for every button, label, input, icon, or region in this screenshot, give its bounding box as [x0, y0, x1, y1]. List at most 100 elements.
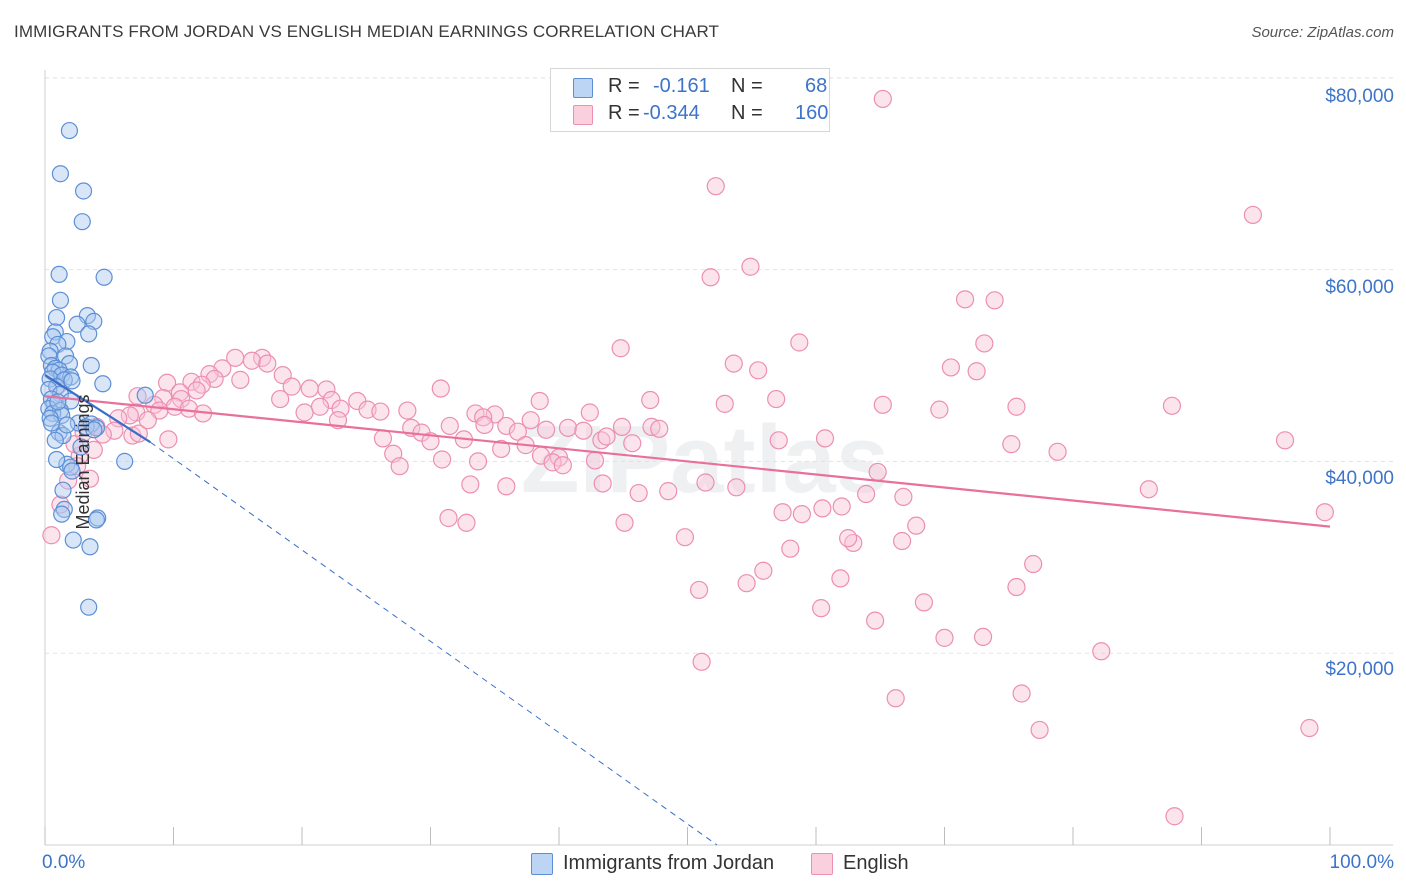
- jordan-point: [80, 325, 98, 343]
- jordan-trend-line: [44, 374, 151, 444]
- english-point: [767, 389, 786, 409]
- english-point: [310, 397, 330, 416]
- english-point: [973, 627, 993, 647]
- n-label: N =: [731, 75, 763, 97]
- english-point: [42, 526, 61, 545]
- english-point: [530, 391, 549, 411]
- english-point: [105, 421, 124, 440]
- english-point: [1162, 396, 1182, 415]
- english-point: [1007, 577, 1026, 597]
- english-point: [1139, 480, 1158, 499]
- r-value: -0.344: [643, 102, 700, 124]
- english-point: [914, 593, 934, 612]
- english-point: [623, 434, 642, 453]
- jordan-point: [68, 315, 86, 333]
- r-value: -0.161: [653, 75, 710, 97]
- english-point: [612, 417, 632, 436]
- english-point: [650, 419, 669, 438]
- jordan-point: [60, 121, 79, 140]
- jordan-point: [85, 421, 103, 439]
- english-point: [457, 513, 476, 532]
- english-point: [497, 477, 516, 496]
- english-point: [492, 439, 511, 459]
- english-point: [907, 516, 926, 535]
- english-point: [558, 418, 578, 437]
- english-swatch: [573, 105, 593, 125]
- english-point: [440, 416, 459, 436]
- english-point: [1092, 642, 1111, 661]
- english-point: [475, 415, 494, 435]
- english-point: [585, 451, 605, 470]
- english-point: [749, 361, 768, 380]
- english-point: [892, 531, 912, 551]
- english-point: [182, 372, 201, 391]
- english-point: [398, 401, 417, 420]
- jordan-point: [95, 268, 113, 286]
- english-point: [715, 394, 734, 413]
- english-point: [282, 377, 301, 396]
- english-point: [935, 628, 954, 647]
- jordan-trend-extension: [150, 441, 718, 846]
- n-value: 68: [805, 75, 828, 97]
- trend-lines: [44, 374, 1331, 846]
- jordan-point: [80, 598, 98, 616]
- english-points: [42, 89, 1334, 826]
- english-point: [1165, 807, 1184, 826]
- jordan-point: [136, 386, 154, 404]
- english-point: [574, 421, 593, 440]
- english-point: [1012, 684, 1031, 703]
- english-point: [886, 689, 905, 708]
- english-point: [597, 427, 616, 446]
- english-point: [170, 383, 190, 402]
- legend-label: Immigrants from Jordan: [563, 852, 775, 874]
- r-label: R =: [608, 102, 640, 124]
- english-point: [331, 399, 350, 418]
- english-point: [894, 487, 913, 506]
- english-point: [930, 400, 949, 419]
- english-swatch: [811, 853, 833, 875]
- english-point: [615, 513, 634, 532]
- english-point: [689, 580, 709, 600]
- source-label: Source: ZipAtlas.com: [1251, 24, 1394, 41]
- english-point: [431, 379, 450, 398]
- english-point: [724, 354, 743, 373]
- jordan-point: [116, 452, 134, 471]
- english-point: [812, 599, 831, 618]
- y-tick-label: $80,000: [1325, 86, 1394, 107]
- english-point: [873, 395, 892, 414]
- jordan-point: [47, 450, 66, 469]
- english-point: [839, 529, 858, 548]
- y-tick-label: $20,000: [1325, 659, 1394, 680]
- x-max-label: 100.0%: [1329, 852, 1394, 873]
- english-point: [792, 505, 811, 524]
- english-point: [508, 422, 527, 441]
- english-point: [390, 457, 409, 476]
- jordan-point: [64, 531, 82, 549]
- english-point: [706, 177, 725, 196]
- jordan-point: [55, 500, 73, 518]
- english-point: [187, 381, 206, 400]
- english-point: [769, 431, 788, 450]
- jordan-point: [47, 308, 66, 327]
- english-point: [781, 539, 800, 558]
- english-point: [580, 403, 599, 422]
- english-point: [866, 611, 885, 630]
- english-point: [1275, 431, 1295, 450]
- axes: [44, 70, 1393, 846]
- english-point: [474, 408, 493, 427]
- jordan-point: [54, 481, 72, 499]
- jordan-point: [72, 438, 90, 456]
- x-min-label: 0.0%: [42, 852, 86, 873]
- english-point: [159, 430, 178, 449]
- jordan-point: [42, 414, 61, 432]
- english-point: [93, 425, 112, 444]
- english-point: [242, 351, 261, 370]
- english-point: [815, 429, 835, 448]
- english-point: [317, 380, 336, 399]
- english-point: [741, 257, 760, 276]
- english-point: [497, 416, 516, 436]
- english-point: [813, 499, 832, 518]
- english-point: [371, 402, 390, 421]
- english-point: [985, 291, 1004, 310]
